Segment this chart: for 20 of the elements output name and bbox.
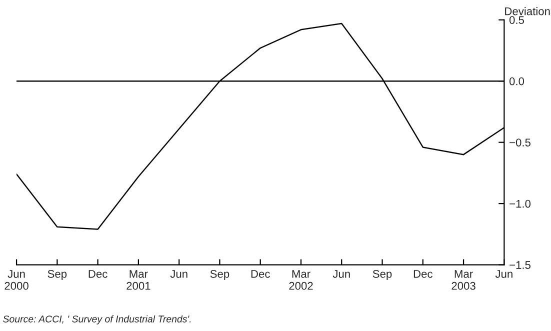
- x-tick-label: Sep: [210, 270, 230, 280]
- y-tick-label: −0.5: [510, 138, 530, 146]
- y-tick-label: −1.5: [510, 261, 530, 269]
- x-tick-label: Sep: [372, 270, 392, 280]
- x-tick-label: Jun: [332, 270, 350, 278]
- x-tick-label: Mar 2002: [289, 270, 313, 290]
- x-tick-label: Mar 2003: [452, 270, 476, 290]
- x-tick-label: Jun: [495, 270, 512, 278]
- x-tick-label: Jun 2000: [4, 270, 28, 290]
- source-note: Source: ACCI, ' Survey of Industrial Trends'.: [3, 315, 191, 324]
- x-tick-label: Dec: [251, 270, 270, 278]
- x-tick-label: Mar 2001: [126, 270, 150, 290]
- x-tick-label: Jun: [170, 270, 188, 278]
- y-axis-title: Deviation: [505, 7, 550, 16]
- x-tick-label: Sep: [48, 270, 67, 280]
- y-tick-label: −1.0: [510, 200, 531, 208]
- x-tick-label: Dec: [414, 270, 432, 278]
- y-tick-label: 0.0: [509, 77, 524, 86]
- y-tick-label: 0.5: [509, 16, 524, 24]
- x-tick-label: Dec: [88, 270, 108, 278]
